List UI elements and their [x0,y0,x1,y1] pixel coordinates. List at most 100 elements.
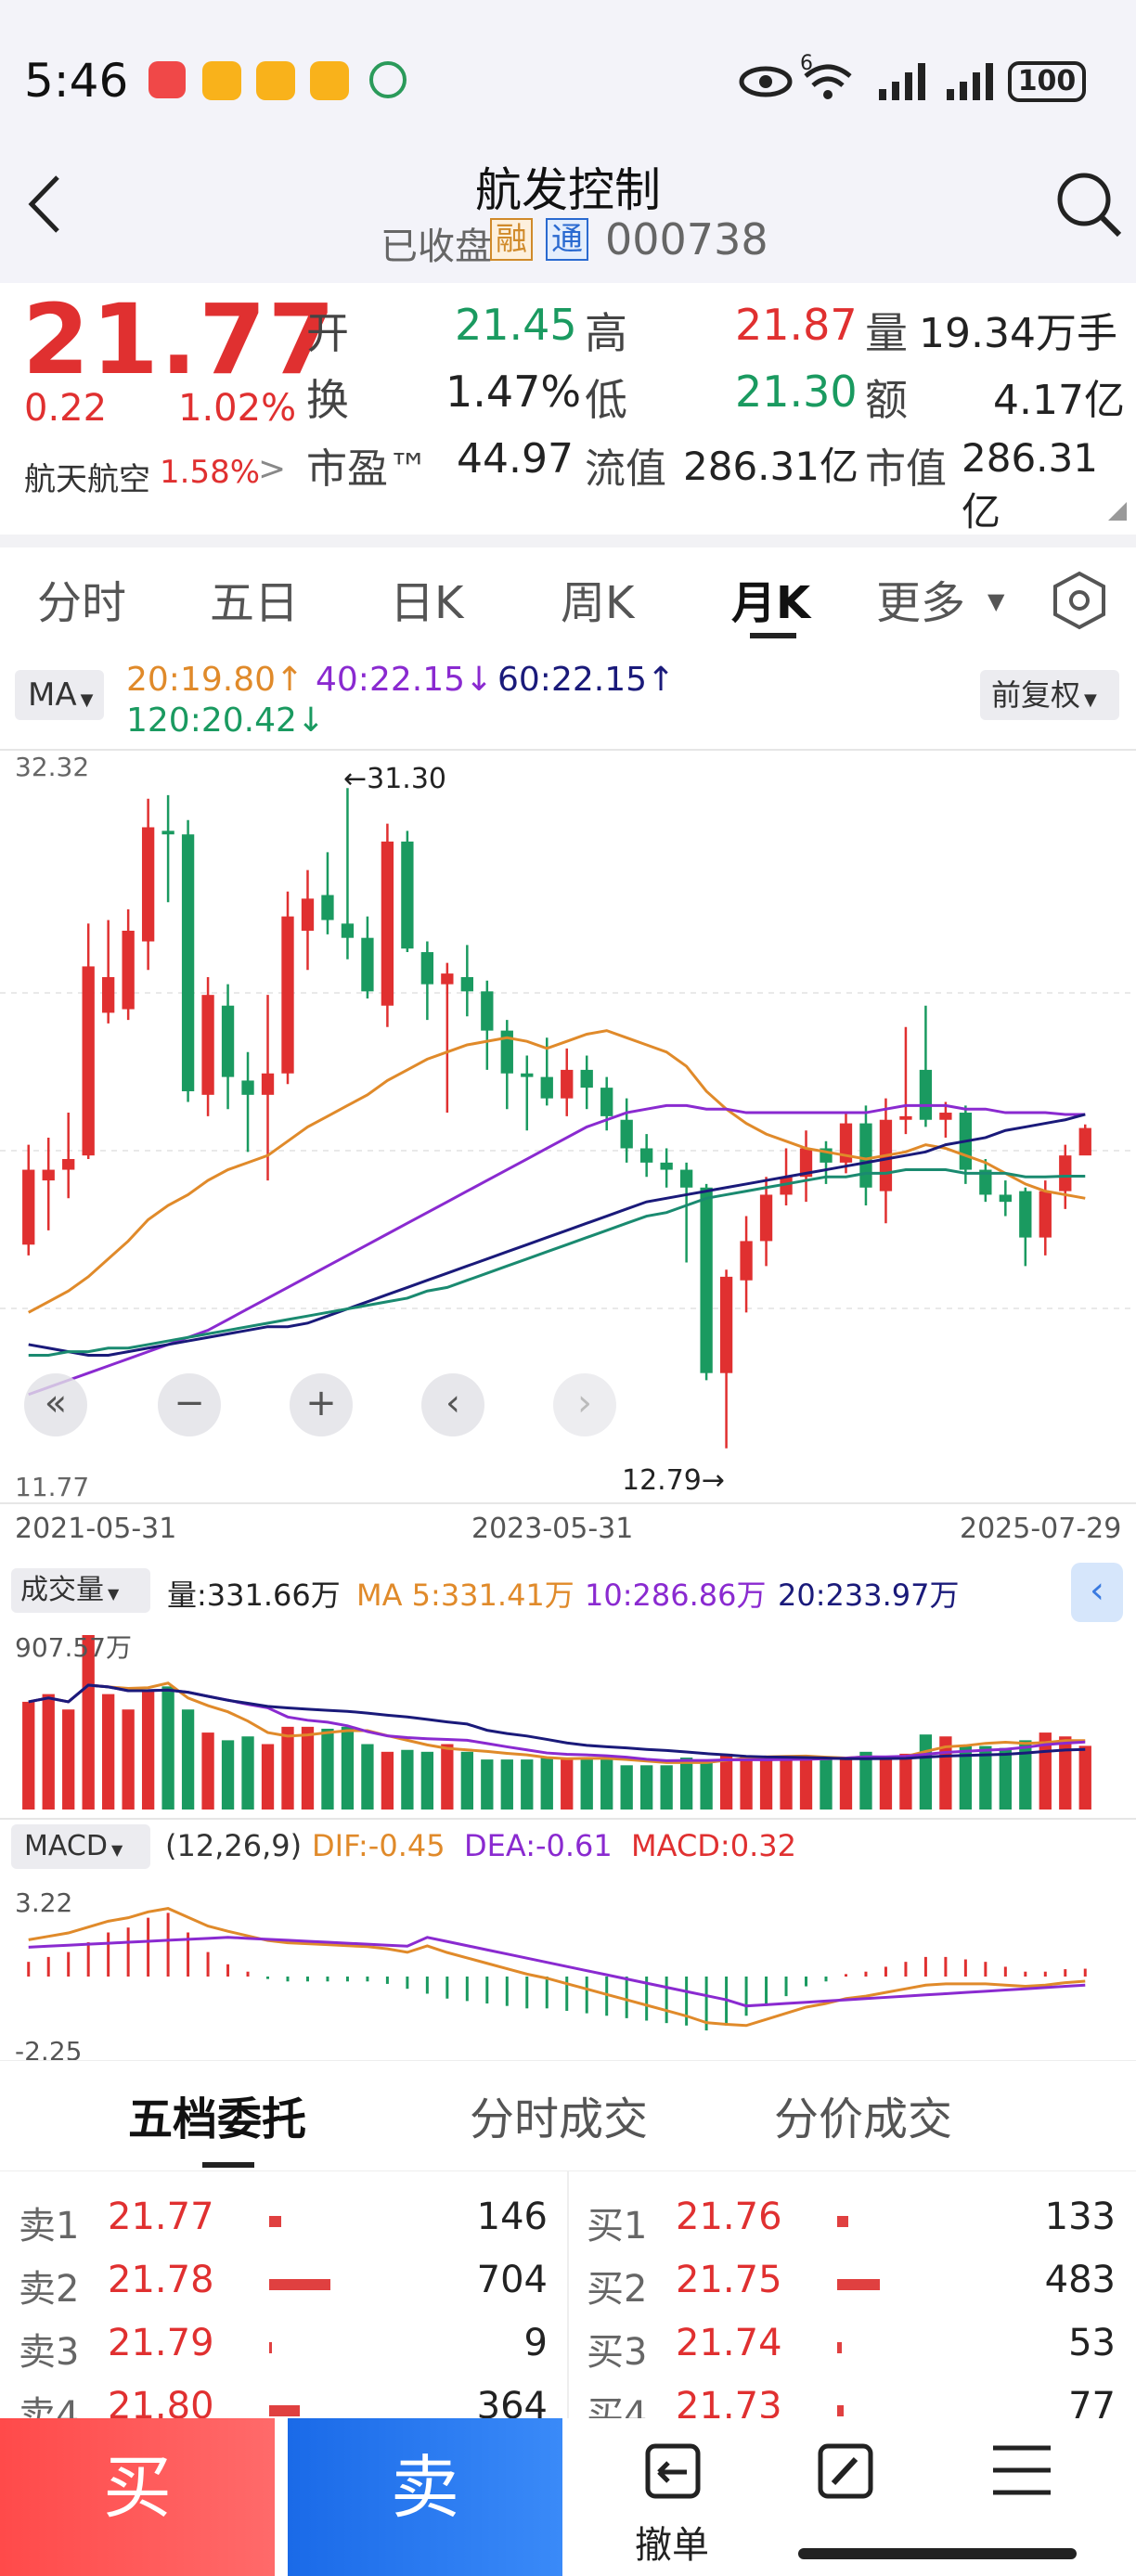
volume-selector[interactable]: 成交量 ▼ [11,1568,150,1613]
bid-volume-bar [837,2342,843,2353]
volume-bar [759,1758,773,1810]
candle-body [700,1187,713,1373]
bid-level-label: 买3 [587,2331,648,2374]
chevron-right-icon[interactable]: > [258,450,287,488]
volume-bar [640,1765,653,1810]
bid-price[interactable]: 21.74 [676,2322,782,2364]
zoom-out-button[interactable]: − [158,1373,221,1436]
volume-bar [381,1751,394,1810]
candle-body [799,1148,813,1178]
ask-price[interactable]: 21.78 [108,2259,214,2301]
candle-body [759,1194,773,1242]
tab-weekly-k[interactable]: 周K [561,577,635,629]
candle-body [561,1069,574,1099]
mkt-cap-value: 286.31亿 [962,435,1098,535]
adjust-selector-label: 前复权 [991,677,1081,713]
low-marker: 12.79→ [622,1464,726,1497]
volume-ma10: 10:286.86万 [585,1578,767,1613]
volume-bar [141,1690,155,1810]
collapse-panel-button[interactable]: ‹ [1071,1563,1123,1622]
candle-body [939,1113,952,1120]
scroll-start-button[interactable]: « [24,1373,87,1436]
amount-value: 4.17亿 [993,377,1125,424]
bid-level-label: 买2 [587,2268,648,2311]
market-state: 已收盘 [381,225,492,268]
ask-price[interactable]: 21.79 [108,2322,214,2364]
candle-body [719,1276,733,1373]
bid-price[interactable]: 21.75 [676,2259,782,2301]
candle-body [381,841,394,1006]
volume-ma20: 20:233.97万 [778,1578,960,1613]
home-indicator [798,2548,1077,2559]
volume-bar [361,1744,374,1810]
tab-timeshare[interactable]: 分时 [37,577,127,629]
volume-selector-label: 成交量 [20,1574,104,1606]
candle-body [899,1115,912,1120]
tab-daily-k[interactable]: 日K [390,577,464,629]
candle-body [181,834,195,1091]
volume-bar [899,1753,912,1810]
x-tick-label: 2023-05-31 [471,1513,634,1545]
sell-button[interactable]: 卖 [288,2418,562,2576]
bid-volume-bar [837,2405,844,2416]
ask-price[interactable]: 21.77 [108,2196,214,2238]
tab-order-depth[interactable]: 五档委托 [128,2093,307,2145]
divider [567,2171,569,2422]
zoom-in-button[interactable]: + [290,1373,353,1436]
scroll-left-button[interactable]: ‹ [421,1373,484,1436]
ma60-value: 60:22.15↑ [497,661,676,699]
float-cap-value: 286.31亿 [683,444,858,489]
ask-volume: 704 [476,2259,548,2301]
pe-label: 市盈™ [306,445,429,493]
candle-body [460,976,473,992]
high-label: 高 [585,308,627,358]
divider [0,535,1136,547]
ask-volume-bar [269,2342,272,2353]
volume-bar [122,1709,135,1810]
bid-price[interactable]: 21.76 [676,2196,782,2238]
expand-corner-icon[interactable] [1108,502,1127,521]
volume-bar [561,1758,574,1810]
chevron-down-icon[interactable]: ▼ [988,588,1005,614]
sector-change[interactable]: 1.58% [160,454,261,491]
ask-volume: 9 [523,2322,548,2364]
settings-hex-icon[interactable] [1049,570,1110,631]
adjust-selector[interactable]: 前复权 ▼ [980,670,1119,720]
tab-more[interactable]: 更多 [876,577,966,629]
tab-tick-trades[interactable]: 分时成交 [470,2093,649,2145]
tab-price-trades[interactable]: 分价成交 [774,2093,953,2145]
ask-volume-bar [269,2405,300,2416]
ma-selector[interactable]: MA ▼ [15,670,104,720]
wifi-icon [804,64,852,99]
search-icon[interactable] [1054,170,1125,240]
volume-bar [301,1726,315,1810]
tab-monthly-k[interactable]: 月K [731,577,811,629]
edit-order-icon[interactable] [813,2439,878,2504]
volume-bar [102,1694,115,1810]
bid-volume: 483 [1044,2259,1116,2301]
volume-bar [281,1726,294,1810]
volume-bar [740,1755,753,1810]
menu-icon[interactable] [989,2442,1054,2498]
tab-five-day[interactable]: 五日 [210,577,300,629]
volume-bar [181,1709,195,1810]
open-value: 21.45 [455,300,577,350]
back-icon[interactable] [24,172,65,237]
macd-selector[interactable]: MACD ▼ [11,1824,150,1869]
candle-body [261,1073,275,1095]
macd-value: MACD:0.32 [631,1828,796,1863]
candle-body [161,831,174,835]
kline-svg[interactable] [0,650,1136,2060]
volume-bar [62,1709,75,1810]
sector-name[interactable]: 航天航空 [24,461,150,498]
volume-bar [780,1755,793,1810]
scroll-right-button[interactable]: › [553,1373,616,1436]
buy-button[interactable]: 买 [0,2418,275,2576]
volume-bar [859,1751,872,1810]
cancel-order-icon[interactable] [640,2439,705,2504]
cancel-order-label[interactable]: 撤单 [635,2524,709,2567]
volume-bar [401,1749,414,1810]
ma60-line [28,1113,1086,1357]
volume-label: 量 [865,308,908,358]
volume-bar [919,1734,933,1810]
